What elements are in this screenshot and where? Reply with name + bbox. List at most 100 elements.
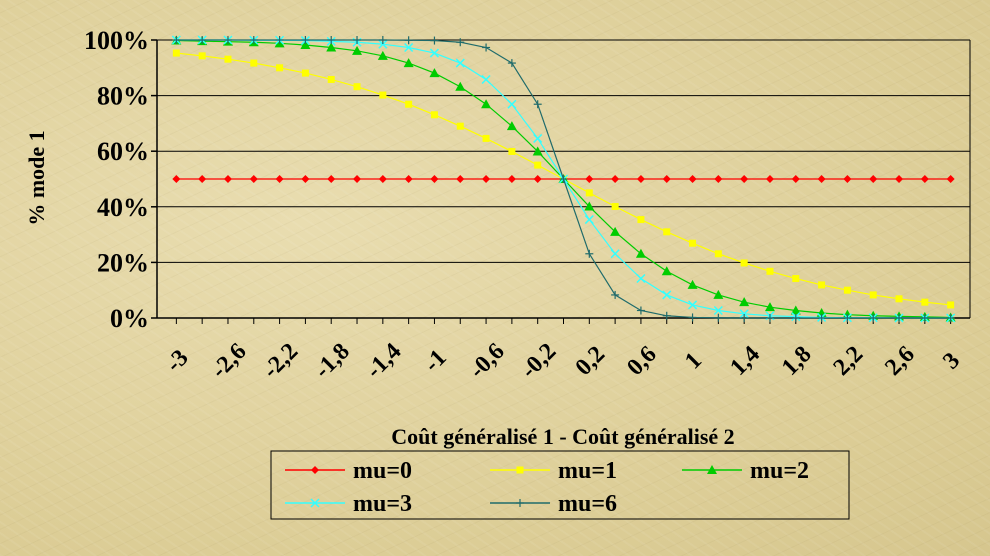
data-point-mu-6 bbox=[946, 314, 955, 322]
data-point-mu-1 bbox=[689, 239, 697, 247]
data-point-mu-1 bbox=[224, 55, 232, 63]
data-point-mu-6 bbox=[817, 314, 826, 322]
data-point-mu-1 bbox=[405, 100, 413, 108]
data-point-mu-1 bbox=[379, 91, 387, 99]
data-point-mu-1 bbox=[947, 301, 955, 309]
data-point-mu-0 bbox=[585, 175, 594, 183]
data-point-mu-6 bbox=[533, 100, 542, 109]
data-point-mu-6 bbox=[327, 36, 336, 44]
marker-stroke bbox=[429, 48, 439, 58]
data-point-mu-2 bbox=[429, 68, 440, 78]
data-point-mu-0 bbox=[275, 175, 284, 183]
data-point-mu-0 bbox=[636, 175, 645, 183]
x-tick-label: -1,4 bbox=[361, 338, 406, 383]
data-point-mu-2 bbox=[790, 305, 801, 315]
y-axis-label: % mode 1 bbox=[24, 130, 49, 225]
x-tick-label: 1,4 bbox=[725, 341, 765, 381]
data-point-mu-2 bbox=[661, 266, 672, 276]
data-point-mu-0 bbox=[946, 175, 955, 183]
data-point-mu-6 bbox=[585, 249, 594, 258]
data-point-mu-1 bbox=[198, 52, 206, 60]
data-point-mu-1 bbox=[456, 122, 464, 130]
data-point-mu-6 bbox=[662, 311, 671, 320]
data-point-mu-2 bbox=[377, 50, 388, 60]
legend-swatch-marker bbox=[311, 466, 319, 474]
data-point-mu-1 bbox=[869, 291, 877, 299]
data-point-mu-0 bbox=[301, 175, 310, 183]
data-point-mu-0 bbox=[404, 175, 413, 183]
data-point-mu-6 bbox=[920, 314, 929, 322]
legend-item-mu-0: mu=0 bbox=[285, 458, 412, 484]
data-point-mu-1 bbox=[792, 275, 800, 283]
data-point-mu-0 bbox=[249, 175, 258, 183]
data-point-mu-0 bbox=[456, 175, 465, 183]
legend-label: mu=6 bbox=[558, 491, 617, 517]
data-point-mu-6 bbox=[172, 36, 181, 44]
legend-item-mu-3: mu=3 bbox=[285, 491, 412, 517]
x-tick-label: 0,6 bbox=[622, 341, 662, 381]
data-point-mu-1 bbox=[766, 267, 774, 275]
data-point-mu-1 bbox=[508, 147, 516, 155]
data-point-mu-0 bbox=[611, 175, 620, 183]
data-point-mu-6 bbox=[843, 314, 852, 322]
marker-stroke bbox=[610, 249, 620, 259]
marker-stroke bbox=[662, 290, 672, 300]
data-point-mu-0 bbox=[740, 175, 749, 183]
data-point-mu-6 bbox=[198, 36, 207, 44]
data-point-mu-3 bbox=[688, 300, 698, 310]
legend-label: mu=2 bbox=[750, 458, 809, 484]
marker-stroke bbox=[404, 42, 414, 53]
y-tick-label: 80% bbox=[97, 82, 149, 111]
data-point-mu-1 bbox=[172, 49, 180, 57]
y-tick-label: 100% bbox=[84, 26, 149, 55]
data-point-mu-1 bbox=[482, 134, 490, 142]
data-point-mu-3 bbox=[507, 99, 517, 109]
legend-swatch-marker bbox=[516, 466, 524, 474]
data-point-mu-6 bbox=[456, 38, 465, 47]
legend-item-mu-6: mu=6 bbox=[490, 491, 617, 517]
data-point-mu-2 bbox=[687, 279, 698, 289]
data-point-mu-3 bbox=[636, 273, 646, 284]
data-point-mu-2 bbox=[635, 248, 646, 258]
x-tick-labels: -3 -2,6 -2,2 -1,8 -1,4 -1 -0,6 -0,2 0,2 0,6 1 1,4 1,… bbox=[161, 338, 965, 383]
data-point-mu-0 bbox=[223, 175, 232, 183]
data-point-mu-0 bbox=[817, 175, 826, 183]
legend-swatch-marker bbox=[516, 499, 524, 507]
legend-label: mu=1 bbox=[558, 458, 617, 484]
data-point-mu-1 bbox=[637, 216, 645, 224]
data-point-mu-6 bbox=[740, 314, 749, 322]
data-point-mu-0 bbox=[533, 175, 542, 183]
data-point-mu-2 bbox=[403, 58, 414, 68]
x-tick-label: 3 bbox=[938, 348, 965, 375]
data-point-mu-0 bbox=[869, 175, 878, 183]
marker-stroke bbox=[713, 305, 723, 316]
data-point-mu-2 bbox=[300, 40, 311, 50]
data-point-mu-0 bbox=[765, 175, 774, 183]
data-point-mu-6 bbox=[275, 36, 284, 44]
data-point-mu-2 bbox=[506, 121, 517, 131]
marker-stroke bbox=[455, 58, 465, 68]
data-point-mu-3 bbox=[533, 133, 543, 143]
data-point-mu-1 bbox=[301, 69, 309, 77]
data-point-mu-3 bbox=[455, 58, 465, 68]
data-point-mu-6 bbox=[353, 36, 362, 44]
data-point-mu-1 bbox=[843, 286, 851, 294]
data-point-mu-0 bbox=[172, 175, 181, 183]
data-point-mu-2 bbox=[713, 289, 724, 299]
data-point-mu-1 bbox=[611, 203, 619, 211]
data-point-mu-1 bbox=[663, 228, 671, 236]
data-point-mu-2 bbox=[352, 45, 363, 55]
data-point-mu-2 bbox=[481, 99, 492, 109]
data-point-mu-6 bbox=[636, 306, 645, 315]
x-tick-label: -2,6 bbox=[206, 338, 251, 383]
x-axis-label: Coût généralisé 1 - Coût généralisé 2 bbox=[391, 424, 734, 449]
data-point-mu-3 bbox=[610, 249, 620, 259]
x-tick-label: 2,6 bbox=[880, 341, 920, 381]
gridlines bbox=[157, 39, 970, 263]
data-point-mu-0 bbox=[662, 175, 671, 183]
marker-stroke bbox=[739, 309, 749, 319]
data-point-mu-1 bbox=[714, 250, 722, 258]
marker-stroke bbox=[481, 74, 491, 85]
data-point-mu-6 bbox=[869, 314, 878, 322]
